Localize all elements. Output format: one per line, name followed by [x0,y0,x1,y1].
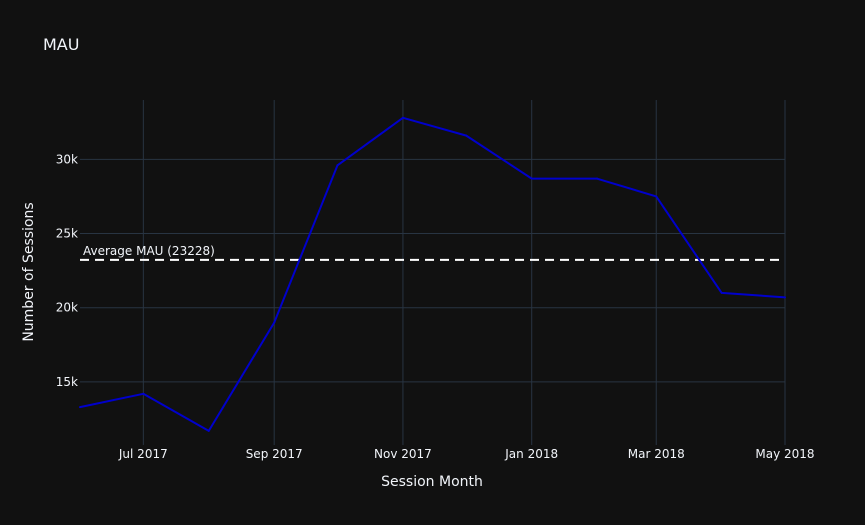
chart-title: MAU [43,35,79,54]
data-point [784,296,786,299]
x-tick-label: Mar 2018 [628,447,685,461]
data-point [596,177,599,180]
y-axis-title: Number of Sessions [21,202,37,341]
series-line [79,116,786,432]
data-point [530,177,533,180]
data-point [273,321,276,324]
x-axis-title: Session Month [381,474,483,490]
x-tick-label: Nov 2017 [374,447,432,461]
y-tick-label: 20k [56,301,78,315]
data-point [720,291,723,294]
data-point [655,195,658,198]
data-point [79,406,81,409]
data-point [465,134,468,137]
y-tick-label: 15k [56,375,78,389]
average-annotation: Average MAU (23228) [83,244,215,258]
y-tick-label: 25k [56,227,78,241]
data-point [142,392,145,395]
x-tick-label: Jan 2018 [504,447,558,461]
grid [80,100,786,445]
data-point [207,429,210,432]
x-tick-label: May 2018 [755,447,814,461]
x-tick-label: Jul 2017 [118,447,168,461]
data-point [401,116,404,119]
data-point [336,164,339,167]
y-axis-ticks: 15k 20k 25k 30k [56,152,78,389]
average-line-group: Average MAU (23228) [80,244,785,261]
x-tick-label: Sep 2017 [246,447,303,461]
y-tick-label: 30k [56,152,78,166]
series-layer [79,116,786,432]
x-axis-ticks: Jul 2017 Sep 2017 Nov 2017 Jan 2018 Mar 2018… [118,447,815,461]
